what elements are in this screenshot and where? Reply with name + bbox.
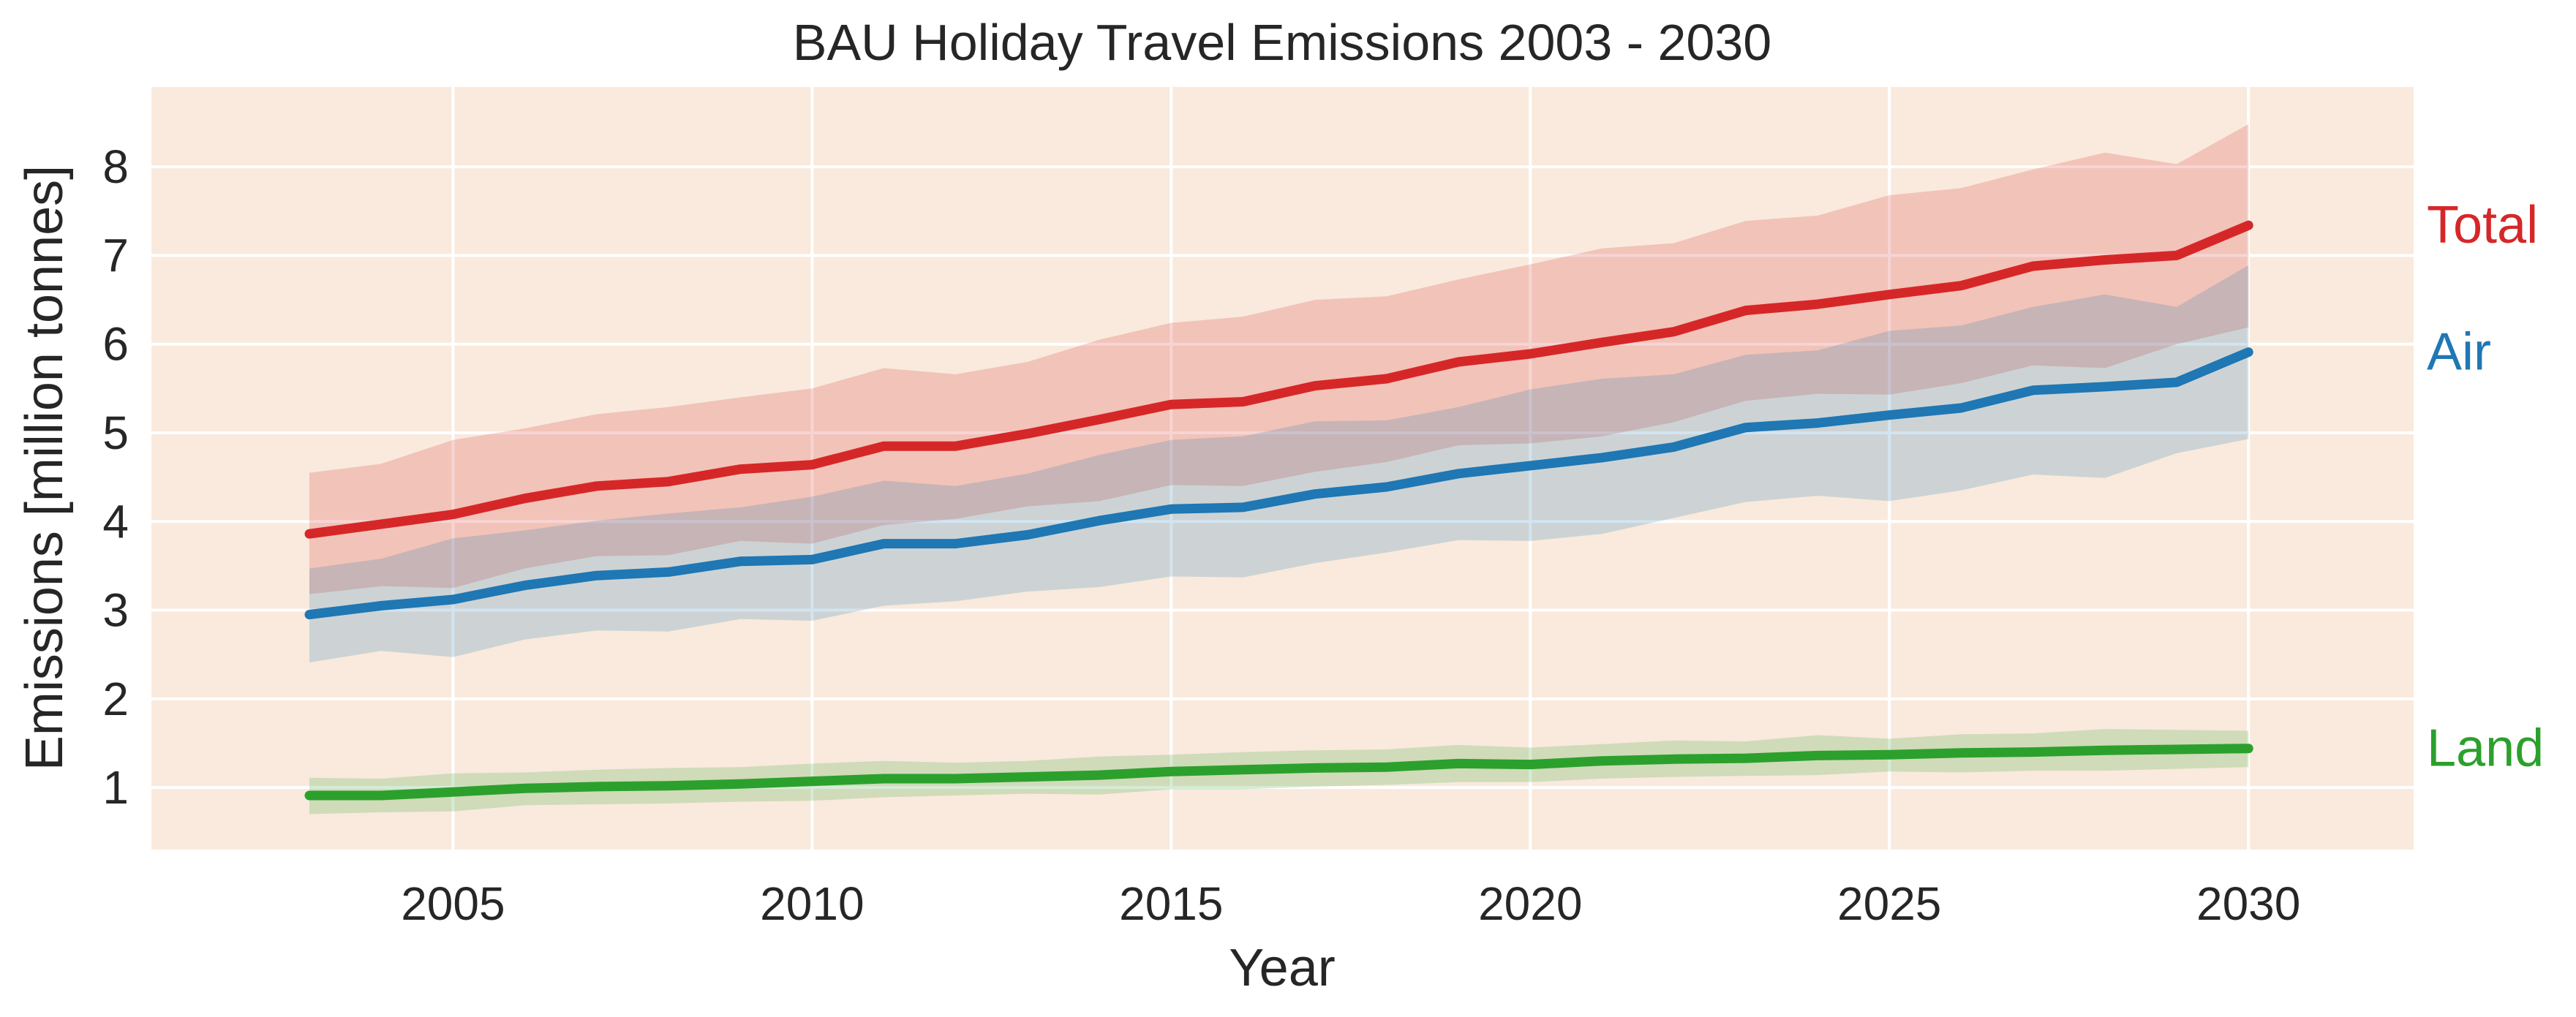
x-tick-label: 2005	[401, 877, 505, 930]
land-series-line	[304, 744, 2253, 801]
total-series-line	[304, 220, 2253, 539]
x-tick-label: 2030	[2196, 877, 2300, 930]
y-tick-label: 8	[102, 140, 129, 193]
x-axis-label: Year	[1229, 939, 1335, 997]
y-tick-label: 5	[102, 407, 129, 459]
x-tick-label: 2020	[1478, 877, 1582, 930]
land-series-label: Land	[2427, 719, 2544, 778]
total-series-label: Total	[2427, 196, 2538, 254]
y-tick-label: 1	[102, 761, 129, 814]
x-tick-label: 2010	[760, 877, 864, 930]
air-series-line	[304, 347, 2253, 620]
chart-title: BAU Holiday Travel Emissions 2003 - 2030	[793, 14, 1771, 71]
x-tick-label: 2025	[1837, 877, 1941, 930]
grid	[151, 87, 2414, 850]
y-tick-label: 6	[102, 318, 129, 371]
series-labels: Total Air Land	[2427, 196, 2544, 778]
x-tick-labels: 2005 2010 2015 2020 2025 2030	[401, 877, 2300, 930]
series-lines	[304, 220, 2253, 801]
y-tick-label: 3	[102, 584, 129, 637]
plot-area	[151, 87, 2414, 850]
air-series-label: Air	[2427, 323, 2491, 382]
y-tick-labels: 1 2 3 4 5 6 7 8	[102, 140, 129, 814]
y-tick-label: 4	[102, 495, 129, 548]
y-tick-label: 2	[102, 673, 129, 725]
y-axis-label: Emissions [million tonnes]	[15, 165, 74, 771]
y-tick-label: 7	[102, 229, 129, 281]
total-uncertainty-band	[309, 124, 2249, 594]
x-tick-label: 2015	[1119, 877, 1223, 930]
